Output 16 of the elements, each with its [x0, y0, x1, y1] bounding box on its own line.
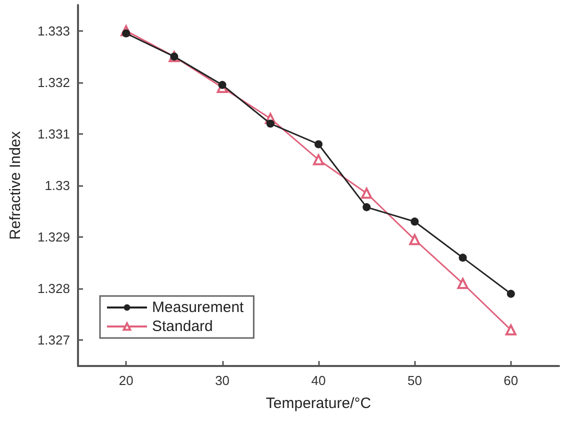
x-tick-label: 60: [504, 373, 518, 388]
x-tick-label: 30: [215, 373, 230, 388]
legend-label: Measurement: [152, 299, 245, 316]
y-tick-label: 1.33: [44, 178, 70, 193]
x-tick-label: 20: [118, 373, 134, 388]
y-tick-label: 1.331: [37, 126, 70, 142]
y-tick-label: 1.328: [37, 281, 70, 296]
legend-label: Standard: [152, 318, 213, 335]
y-tick-label: 1.333: [37, 23, 70, 38]
y-tick-label: 1.332: [37, 74, 70, 90]
x-tick-label: 40: [311, 373, 326, 388]
x-axis-title: Temperature/°C: [266, 395, 372, 412]
y-axis-title: Refractive Index: [7, 130, 24, 240]
y-tick-label: 1.327: [37, 332, 70, 348]
x-tick-label: 50: [407, 373, 422, 388]
y-tick-label: 1.329: [37, 230, 70, 245]
